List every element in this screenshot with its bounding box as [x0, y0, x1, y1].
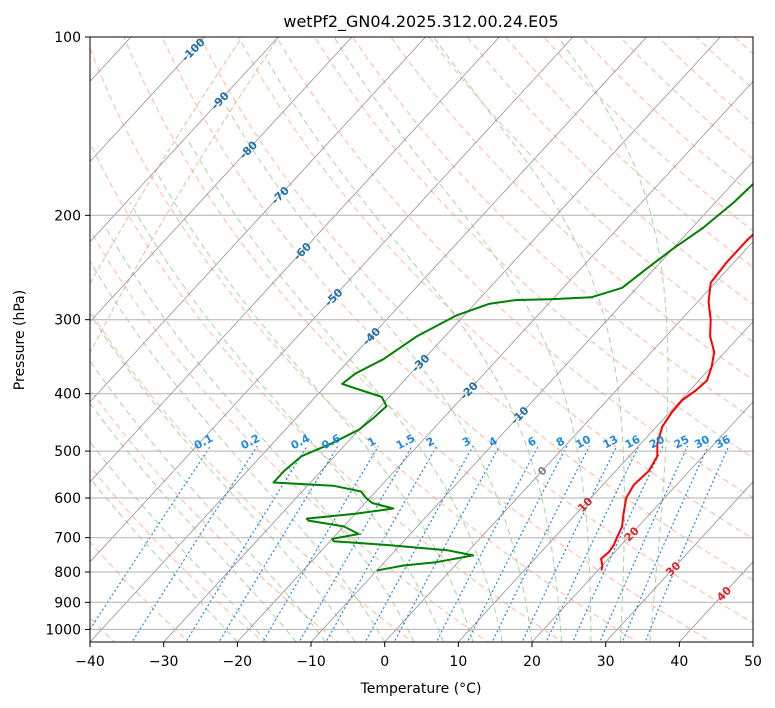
mixing-ratio-line	[364, 445, 474, 642]
plot-frame	[89, 36, 754, 643]
isotherm-line	[90, 37, 500, 483]
mixing-ratio-label: 30	[692, 433, 712, 452]
mixing-ratio-line	[466, 445, 568, 642]
dry-adiabat	[90, 46, 638, 642]
mixing-ratio-label: 25	[672, 433, 692, 452]
mixing-ratio-line	[298, 445, 413, 642]
plot-area	[90, 37, 753, 642]
moist-adiabat	[90, 441, 268, 642]
x-tick-label: −20	[223, 654, 253, 670]
moist-adiabat	[333, 37, 592, 642]
mixing-ratio-label: 16	[623, 433, 643, 452]
temperature-profile	[600, 233, 753, 571]
isotherm-line	[90, 37, 426, 403]
ice-curve	[90, 37, 280, 355]
mixing-ratio-line	[393, 445, 501, 642]
x-tick-label: 0	[380, 654, 389, 670]
x-axis-title: Temperature (°C)	[360, 681, 482, 697]
y-tick-label: 300	[54, 313, 81, 329]
moist-adiabat	[90, 260, 386, 642]
moist-adiabat	[90, 477, 238, 642]
chart-title: wetPf2_GN04.2025.312.00.24.E05	[283, 12, 558, 32]
mixing-ratio-line	[572, 445, 664, 642]
y-tick-label: 800	[54, 565, 81, 581]
y-tick-label: 1000	[45, 622, 81, 638]
dry-adiabat	[237, 37, 753, 540]
isotherm-line	[90, 37, 279, 243]
x-axis-ticks: −40 −30 −20 −10 0 10 20 30 40 50	[75, 642, 762, 670]
dry-adiabat	[352, 37, 753, 420]
moist-adiabat	[156, 173, 474, 642]
y-tick-label: 400	[54, 387, 81, 403]
isotherm-line	[90, 37, 574, 563]
x-tick-label: −10	[296, 654, 326, 670]
y-tick-label: 900	[54, 595, 81, 611]
isotherm-line	[237, 80, 753, 642]
moist-adiabat	[90, 313, 356, 642]
mixing-ratio-label: 36	[713, 433, 733, 452]
y-tick-label: 200	[54, 208, 81, 224]
x-tick-label: −30	[149, 654, 179, 670]
y-tick-label: 600	[54, 491, 81, 507]
dry-adiabat	[314, 37, 753, 459]
dewpoint-profile	[272, 182, 753, 572]
mixing-ratio-line	[218, 445, 339, 642]
dry-adiabat	[199, 37, 753, 581]
y-tick-label: 500	[54, 444, 81, 460]
isotherm-line	[90, 37, 353, 323]
mixing-ratio-line	[325, 445, 438, 642]
mixing-ratio-line	[435, 445, 539, 642]
ice-curve	[90, 37, 243, 286]
y-tick-label: 700	[54, 531, 81, 547]
isotherm-line	[531, 401, 753, 642]
mixing-ratio-line	[262, 445, 380, 642]
x-tick-label: 20	[523, 654, 541, 670]
moist-adiabat	[105, 227, 415, 642]
x-tick-label: −40	[75, 654, 105, 670]
mixing-ratio-line	[621, 445, 709, 642]
pressure-gridlines	[90, 37, 753, 630]
isotherm-line	[605, 481, 753, 642]
isotherm-line	[90, 37, 205, 163]
sounding-profiles	[272, 182, 753, 572]
y-axis-title: Pressure (hPa)	[12, 290, 28, 390]
mixing-ratio-label: 13	[601, 433, 621, 452]
isotherm-line	[458, 321, 753, 642]
x-tick-label: 30	[597, 654, 615, 670]
moist-adiabat	[224, 104, 533, 642]
isotherm-line	[384, 241, 753, 642]
mixing-ratio-line	[185, 445, 308, 642]
isotherms	[90, 37, 753, 642]
moist-adiabat	[129, 201, 445, 642]
mixing-ratio-line	[131, 445, 258, 642]
moist-adiabat	[267, 61, 562, 642]
dry-adiabat	[276, 37, 753, 499]
y-tick-label: 100	[54, 30, 81, 46]
x-tick-label: 50	[744, 654, 762, 670]
mixing-ratio-line	[90, 445, 212, 631]
ice-saturation-curves	[90, 37, 280, 355]
isotherm-line	[163, 37, 721, 642]
y-axis-ticks: 100 200 300 400 500 600 700 800 900 1000	[45, 30, 90, 638]
x-tick-label: 10	[449, 654, 467, 670]
isotherm-line	[90, 37, 647, 642]
mixing-ratio-line	[599, 445, 689, 642]
isotherm-line	[310, 160, 753, 642]
x-tick-label: 40	[670, 654, 688, 670]
moist-adiabat	[557, 37, 669, 642]
mixing-ratio-label: 20	[647, 433, 667, 452]
moist-adiabat	[433, 37, 625, 642]
mixing-ratio-label: 10	[573, 433, 593, 452]
moist-adiabat	[90, 360, 327, 642]
